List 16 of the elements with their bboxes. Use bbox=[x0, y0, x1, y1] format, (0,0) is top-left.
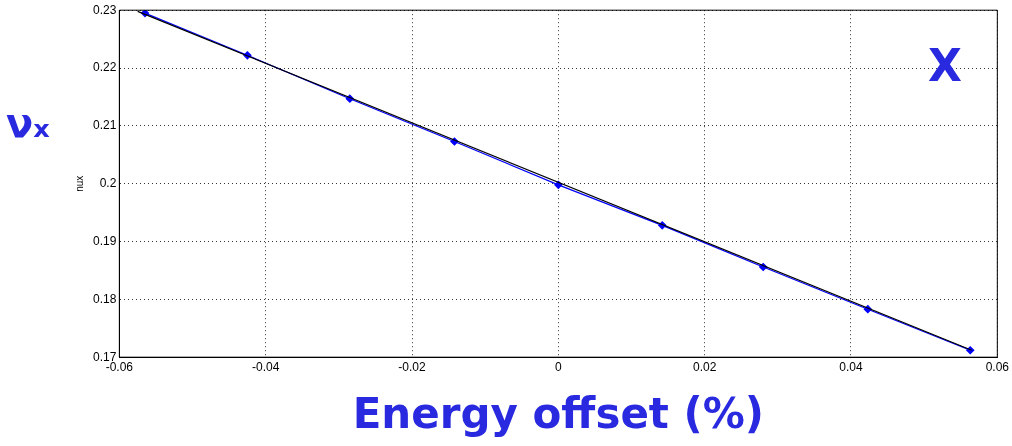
text: νₓ bbox=[6, 100, 50, 146]
x-tick-label: 0.06 bbox=[985, 359, 1010, 374]
y-axis-title: nux bbox=[73, 175, 85, 192]
y-tick-label: 0.23 bbox=[93, 2, 117, 17]
y-tick-label: 0.19 bbox=[93, 233, 117, 248]
x-tick-label: 0.04 bbox=[839, 359, 863, 374]
y-tick-label: 0.21 bbox=[93, 118, 117, 133]
x-tick-label: 0.02 bbox=[692, 359, 717, 374]
x-tick-label: -0.02 bbox=[398, 359, 427, 374]
x-axis-title: Energy offset (%) bbox=[352, 388, 765, 438]
x-tick-label: -0.04 bbox=[252, 359, 280, 374]
annotation: X bbox=[928, 40, 962, 91]
x-tick-label: 0 bbox=[555, 359, 562, 374]
y-tick-label: 0.22 bbox=[93, 60, 117, 75]
y-tick-label: 0.2 bbox=[99, 176, 117, 191]
y-tick-label: 0.18 bbox=[93, 291, 117, 306]
